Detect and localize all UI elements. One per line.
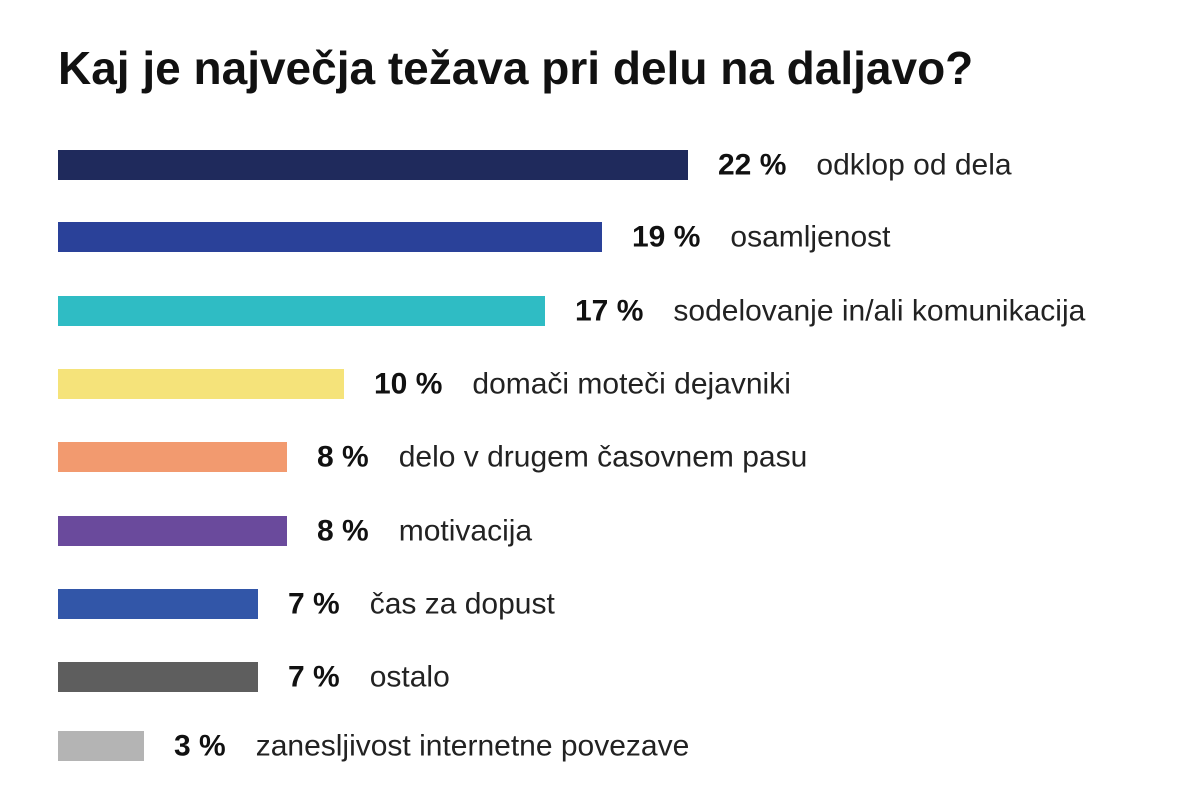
value-label: 8 % <box>317 441 369 474</box>
value-label: 17 % <box>575 295 643 328</box>
category-label: motivacija <box>399 515 533 548</box>
category-label: domači moteči dejavniki <box>472 368 790 401</box>
value-label: 22 % <box>718 149 786 182</box>
category-label: odklop od dela <box>816 149 1011 182</box>
value-label: 10 % <box>374 368 442 401</box>
value-label: 19 % <box>632 221 700 254</box>
category-label: delo v drugem časovnem pasu <box>399 441 808 474</box>
bar-9 <box>58 731 144 761</box>
chart-title: Kaj je največja težava pri delu na dalja… <box>58 42 974 94</box>
category-label: čas za dopust <box>370 588 556 621</box>
category-label: sodelovanje in/ali komunikacija <box>673 295 1085 328</box>
bar-8 <box>58 662 258 692</box>
category-label: osamljenost <box>730 221 891 254</box>
category-label: ostalo <box>370 661 450 694</box>
bar-7 <box>58 589 258 619</box>
bar-4 <box>58 369 344 399</box>
bar-1 <box>58 150 688 180</box>
value-label: 3 % <box>174 730 226 763</box>
category-label: zanesljivost internetne povezave <box>256 730 690 763</box>
bar-2 <box>58 222 602 252</box>
bar-6 <box>58 516 287 546</box>
bar-5 <box>58 442 287 472</box>
bar-3 <box>58 296 545 326</box>
value-label: 8 % <box>317 515 369 548</box>
value-label: 7 % <box>288 661 340 694</box>
value-label: 7 % <box>288 588 340 621</box>
